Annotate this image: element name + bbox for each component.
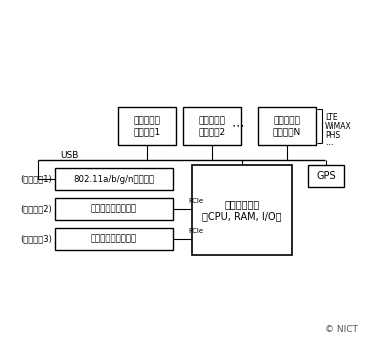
Text: 802.11a/b/g/nデバイス: 802.11a/b/g/nデバイス xyxy=(74,174,155,184)
Bar xyxy=(118,107,176,145)
Bar xyxy=(308,165,344,187)
Bar xyxy=(192,165,292,255)
Bar xyxy=(55,228,173,250)
Text: データ通信
デバイス2: データ通信 デバイス2 xyxy=(199,116,226,136)
Text: データ通信
デバイスN: データ通信 デバイスN xyxy=(273,116,301,136)
Text: © NICT: © NICT xyxy=(325,325,358,335)
Bar xyxy=(183,107,241,145)
Bar xyxy=(55,168,173,190)
Text: ⋯: ⋯ xyxy=(325,140,333,149)
Bar xyxy=(55,198,173,220)
Text: GPS: GPS xyxy=(316,171,336,181)
Text: PHS: PHS xyxy=(325,131,340,140)
Text: 再構築可能デバイス: 再構築可能デバイス xyxy=(91,204,137,214)
Text: PCIe: PCIe xyxy=(189,228,203,234)
Text: LTE: LTE xyxy=(325,113,338,122)
Text: WiMAX: WiMAX xyxy=(325,122,352,131)
Text: (無線系絆1): (無線系絆1) xyxy=(20,174,52,184)
Text: データ通信
デバイス1: データ通信 デバイス1 xyxy=(133,116,161,136)
Text: メインボード
（CPU, RAM, I/O）: メインボード （CPU, RAM, I/O） xyxy=(202,199,282,221)
Text: 再構築可能デバイス: 再構築可能デバイス xyxy=(91,235,137,243)
Text: ⋯: ⋯ xyxy=(232,119,244,133)
Text: (無線系絆2): (無線系絆2) xyxy=(20,204,52,214)
Bar xyxy=(258,107,316,145)
Text: PCIe: PCIe xyxy=(189,198,203,204)
Text: (無線系絆3): (無線系絆3) xyxy=(20,235,52,243)
Text: USB: USB xyxy=(60,151,78,159)
